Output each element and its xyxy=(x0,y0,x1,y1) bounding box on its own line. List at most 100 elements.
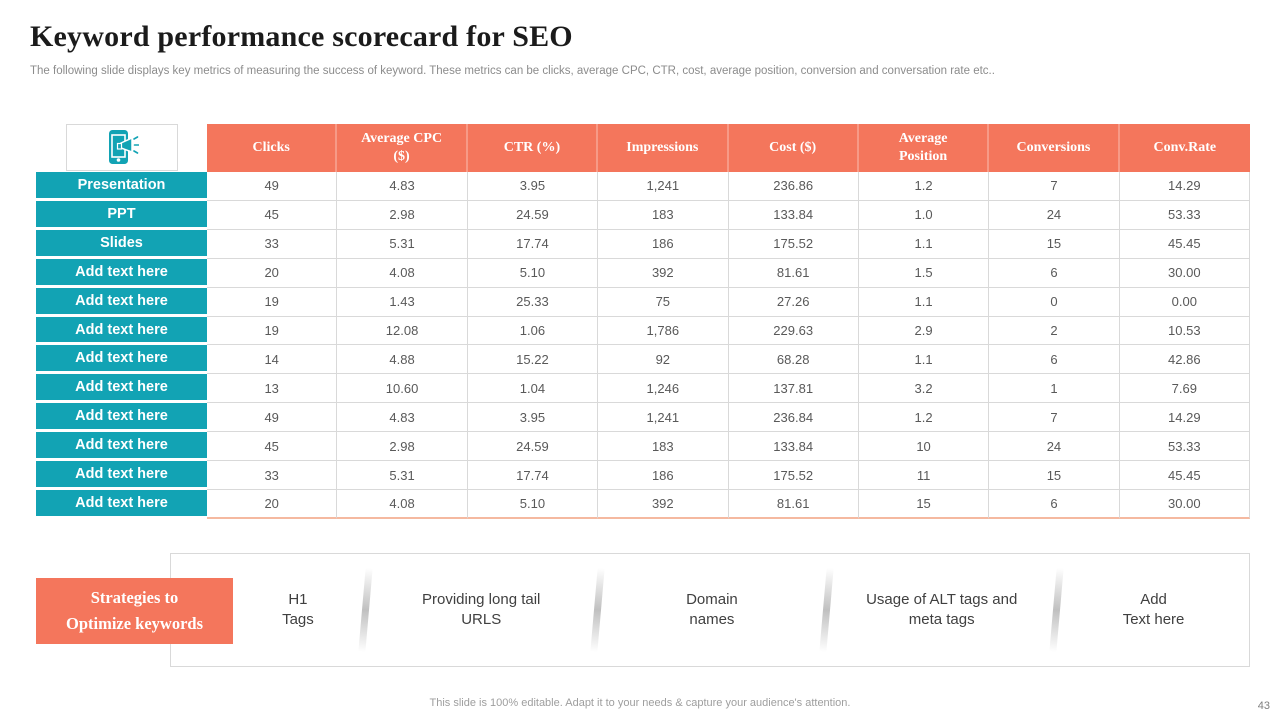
table-cell: 5.31 xyxy=(337,229,468,259)
table-cell: 3.95 xyxy=(467,172,599,201)
row-label: Add text here xyxy=(36,403,207,433)
row-label: Add text here xyxy=(36,432,207,462)
column-header: Clicks xyxy=(207,124,338,172)
table-cell: 10.53 xyxy=(1119,316,1250,346)
table-cell: 1,241 xyxy=(598,403,729,433)
row-label: Add text here xyxy=(36,490,207,519)
table-cell: 236.86 xyxy=(728,172,859,201)
strategy-item: H1 Tags xyxy=(282,590,314,628)
phone-megaphone-icon xyxy=(109,129,139,164)
table-cell: 25.33 xyxy=(467,287,599,317)
table-cell: 175.52 xyxy=(728,229,859,259)
table-cell: 24 xyxy=(989,432,1120,462)
table-cell: 6 xyxy=(989,490,1120,519)
table-cell: 2.98 xyxy=(337,200,468,230)
table-cell: 27.26 xyxy=(728,287,859,317)
table-cell: 392 xyxy=(598,258,729,288)
table-cell: 45.45 xyxy=(1119,229,1250,259)
table-cell: 75 xyxy=(598,287,729,317)
row-label: Slides xyxy=(36,229,207,259)
table-cell: 30.00 xyxy=(1119,490,1250,519)
table-cell: 0.00 xyxy=(1119,287,1250,317)
table-cell: 10 xyxy=(858,432,990,462)
table-cell: 1,241 xyxy=(598,172,729,201)
table-cell: 33 xyxy=(207,229,338,259)
table-corner xyxy=(36,124,207,172)
page-number: 43 xyxy=(1257,700,1270,712)
table-cell: 1 xyxy=(989,374,1120,404)
table-cell: 6 xyxy=(989,345,1120,375)
table-cell: 1.43 xyxy=(337,287,468,317)
table-cell: 24 xyxy=(989,200,1120,230)
row-label: Add text here xyxy=(36,258,207,288)
table-cell: 133.84 xyxy=(728,200,859,230)
page-title: Keyword performance scorecard for SEO xyxy=(30,20,573,53)
table-cell: 1.5 xyxy=(858,258,990,288)
table-cell: 183 xyxy=(598,432,729,462)
page-subtitle: The following slide displays key metrics… xyxy=(30,65,995,77)
column-header: Impressions xyxy=(598,124,729,172)
table-cell: 4.83 xyxy=(337,403,468,433)
table-cell: 229.63 xyxy=(728,316,859,346)
strategies-heading: Strategies to Optimize keywords xyxy=(36,578,233,644)
strategy-items: H1 Tags Providing long tail URLS Domain na… xyxy=(234,554,1247,666)
table-cell: 392 xyxy=(598,490,729,519)
strategy-item: Providing long tail URLS xyxy=(421,590,541,628)
table-cell: 1.1 xyxy=(858,287,990,317)
strategies-panel: H1 Tags Providing long tail URLS Domain na… xyxy=(170,553,1250,667)
table-cell: 4.83 xyxy=(337,172,468,201)
table-cell: 1.1 xyxy=(858,345,990,375)
table-cell: 17.74 xyxy=(467,461,599,491)
table-cell: 183 xyxy=(598,200,729,230)
table-cell: 137.81 xyxy=(728,374,859,404)
column-header: Average CPC ($) xyxy=(337,124,468,172)
table-cell: 81.61 xyxy=(728,490,859,519)
table-cell: 2 xyxy=(989,316,1120,346)
table-cell: 1.2 xyxy=(858,403,990,433)
column-header: Average Position xyxy=(858,124,990,172)
column-header: Conv.Rate xyxy=(1119,124,1250,172)
table-cell: 236.84 xyxy=(728,403,859,433)
table-cell: 15 xyxy=(989,229,1120,259)
table-cell: 5.10 xyxy=(467,258,599,288)
strategy-item: Domain names xyxy=(686,590,738,628)
row-label: Presentation xyxy=(36,172,207,201)
table-cell: 14.29 xyxy=(1119,172,1250,201)
table-cell: 19 xyxy=(207,287,338,317)
table-cell: 49 xyxy=(207,172,338,201)
table-cell: 17.74 xyxy=(467,229,599,259)
table-cell: 4.08 xyxy=(337,490,468,519)
table-cell: 133.84 xyxy=(728,432,859,462)
table-cell: 30.00 xyxy=(1119,258,1250,288)
table-cell: 20 xyxy=(207,490,338,519)
table-cell: 20 xyxy=(207,258,338,288)
scorecard-table: Clicks Average CPC ($) CTR (%) Impressions C… xyxy=(36,124,1250,519)
table-cell: 4.08 xyxy=(337,258,468,288)
table-cell: 186 xyxy=(598,229,729,259)
table-cell: 14 xyxy=(207,345,338,375)
table-cell: 49 xyxy=(207,403,338,433)
table-cell: 12.08 xyxy=(337,316,468,346)
table-cell: 3.95 xyxy=(467,403,599,433)
table-cell: 5.31 xyxy=(337,461,468,491)
table-cell: 1,786 xyxy=(598,316,729,346)
row-label: Add text here xyxy=(36,316,207,346)
table-cell: 10.60 xyxy=(337,374,468,404)
table-cell: 186 xyxy=(598,461,729,491)
row-label: Add text here xyxy=(36,345,207,375)
table-cell: 1,246 xyxy=(598,374,729,404)
table-cell: 45.45 xyxy=(1119,461,1250,491)
row-label: PPT xyxy=(36,200,207,230)
column-header: CTR (%) xyxy=(467,124,599,172)
table-cell: 53.33 xyxy=(1119,200,1250,230)
table-cell: 92 xyxy=(598,345,729,375)
table-cell: 15 xyxy=(989,461,1120,491)
table-cell: 1.0 xyxy=(858,200,990,230)
row-label: Add text here xyxy=(36,287,207,317)
table-cell: 7 xyxy=(989,172,1120,201)
table-cell: 2.9 xyxy=(858,316,990,346)
table-cell: 19 xyxy=(207,316,338,346)
table-cell: 68.28 xyxy=(728,345,859,375)
column-header: Cost ($) xyxy=(728,124,859,172)
